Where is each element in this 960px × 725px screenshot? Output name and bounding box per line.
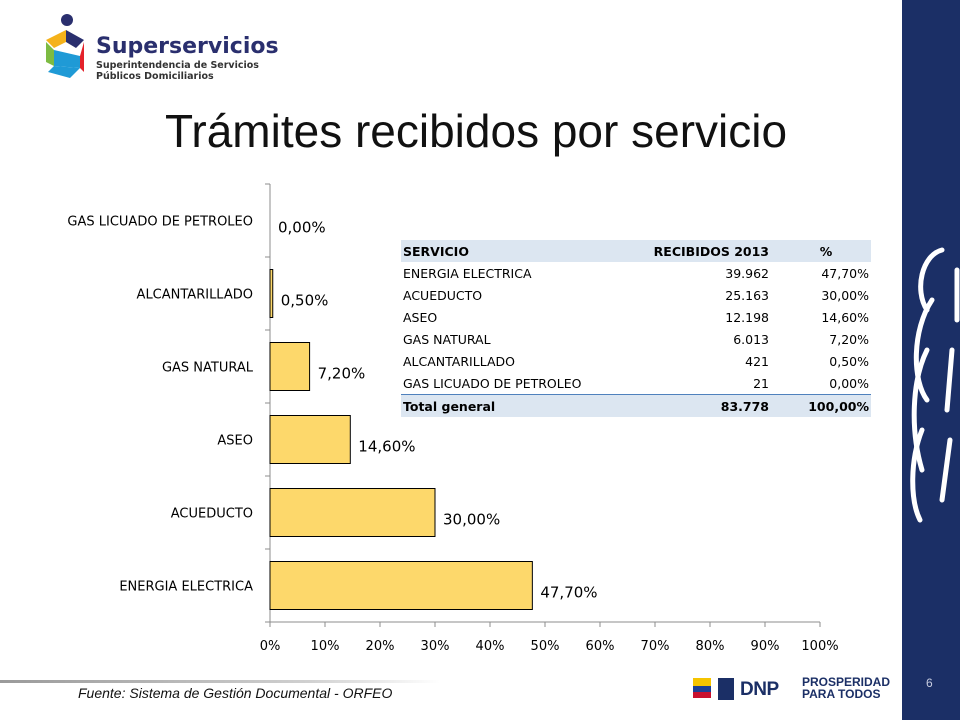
table-header-cell: %: [771, 240, 871, 262]
bar: [269, 269, 274, 318]
x-tick-label: 40%: [476, 639, 505, 654]
data-table: SERVICIO RECIBIDOS 2013 % ENERGIA ELECTR…: [401, 240, 871, 417]
x-tick-label: 0%: [260, 639, 281, 654]
category-label: ACUEDUCTO: [171, 507, 253, 522]
table-cell-recibidos: 6.013: [733, 331, 769, 347]
table-cell-recibidos: 421: [745, 353, 769, 369]
table-cell-servicio: ENERGIA ELECTRICA: [403, 265, 532, 281]
prosperidad-line2: PARA TODOS: [802, 687, 881, 701]
table-row: GAS LICUADO DE PETROLEO 21 0,00%: [401, 372, 871, 395]
category-label: ENERGIA ELECTRICA: [119, 580, 253, 595]
superservicios-logo: Superservicios Superintendencia de Servi…: [40, 12, 280, 92]
superservicios-logo-mark: [46, 14, 84, 78]
table-row: GAS NATURAL 6.013 7,20%: [401, 328, 871, 350]
table-cell-percent: 0,00%: [829, 375, 869, 391]
table-row: ACUEDUCTO 25.163 30,00%: [401, 284, 871, 306]
table-cell-servicio: ASEO: [403, 309, 438, 325]
dnp-flag-icon: [718, 678, 734, 700]
table-cell-percent: 7,20%: [829, 331, 869, 347]
data-label: 0,50%: [281, 292, 329, 310]
table-cell-recibidos: 12.198: [725, 309, 769, 325]
page-number: 6: [926, 676, 933, 690]
x-tick-label: 100%: [801, 639, 838, 654]
data-label: 7,20%: [318, 365, 366, 383]
table-total-label: Total general: [401, 394, 633, 417]
prosperidad-line1: PROSPERIDAD: [802, 675, 891, 689]
table-row: ALCANTARILLADO 421 0,50%: [401, 350, 871, 372]
x-tick-label: 60%: [586, 639, 615, 654]
bar: [269, 415, 351, 464]
logo-subtitle-line1: Superintendencia de Servicios: [96, 60, 259, 71]
x-tick-label: 30%: [421, 639, 450, 654]
table-header-cell: SERVICIO: [401, 240, 633, 262]
table-total-recibidos: 83.778: [633, 394, 771, 417]
x-tick-label: 90%: [751, 639, 780, 654]
data-label: 0,00%: [278, 219, 326, 237]
category-label: ASEO: [217, 434, 253, 449]
bar-chart: 0% 10% 20% 30% 40% 50% 60% 70% 80% 90% 100% GAS LIC…: [67, 183, 839, 654]
table-cell-recibidos: 25.163: [725, 287, 769, 303]
category-label: GAS NATURAL: [162, 361, 254, 376]
table-cell-recibidos: 21: [753, 375, 769, 391]
table-row: ENERGIA ELECTRICA 39.962 47,70%: [401, 262, 871, 284]
bar: [269, 488, 436, 537]
table-cell-percent: 30,00%: [821, 287, 869, 303]
x-tick-label: 80%: [696, 639, 725, 654]
data-label: 14,60%: [358, 438, 415, 456]
x-tick-label: 10%: [311, 639, 340, 654]
footer-divider: [0, 680, 440, 683]
prosperidad-logo: PROSPERIDAD PARA TODOS: [802, 676, 890, 700]
table-cell-servicio: ACUEDUCTO: [403, 287, 483, 303]
line-art-decoration: [910, 247, 960, 523]
bar: [269, 561, 533, 610]
table-total-row: Total general 83.778 100,00%: [401, 394, 871, 417]
x-tick-label: 70%: [641, 639, 670, 654]
table-cell-servicio: GAS NATURAL: [403, 331, 491, 347]
category-label: ALCANTARILLADO: [137, 288, 253, 303]
table-cell-servicio: GAS LICUADO DE PETROLEO: [403, 375, 582, 391]
logo-subtitle-line2: Públicos Domiciliarios: [96, 71, 214, 82]
table-cell-percent: 14,60%: [821, 309, 869, 325]
table-cell-percent: 0,50%: [829, 353, 869, 369]
dnp-logo-text: DNP: [740, 679, 779, 700]
logo-name: Superservicios: [96, 34, 279, 59]
colombia-shield-icon: [693, 678, 711, 698]
table-header-cell: RECIBIDOS 2013: [633, 240, 771, 262]
x-tick-label: 20%: [366, 639, 395, 654]
source-note: Fuente: Sistema de Gestión Documental - …: [78, 685, 393, 701]
data-label: 30,00%: [443, 511, 500, 529]
table-header-row: SERVICIO RECIBIDOS 2013 %: [401, 240, 871, 262]
table-cell-recibidos: 39.962: [725, 265, 769, 281]
bar: [269, 342, 311, 391]
decorative-sidebar: [902, 0, 960, 720]
table-cell-servicio: ALCANTARILLADO: [403, 353, 515, 369]
category-label: GAS LICUADO DE PETROLEO: [67, 215, 253, 230]
table-total-percent: 100,00%: [771, 394, 871, 417]
x-tick-label: 50%: [531, 639, 560, 654]
data-label: 47,70%: [540, 584, 597, 602]
table-row: ASEO 12.198 14,60%: [401, 306, 871, 328]
table-cell-percent: 47,70%: [821, 265, 869, 281]
slide-title: Trámites recibidos por servicio: [165, 105, 788, 157]
